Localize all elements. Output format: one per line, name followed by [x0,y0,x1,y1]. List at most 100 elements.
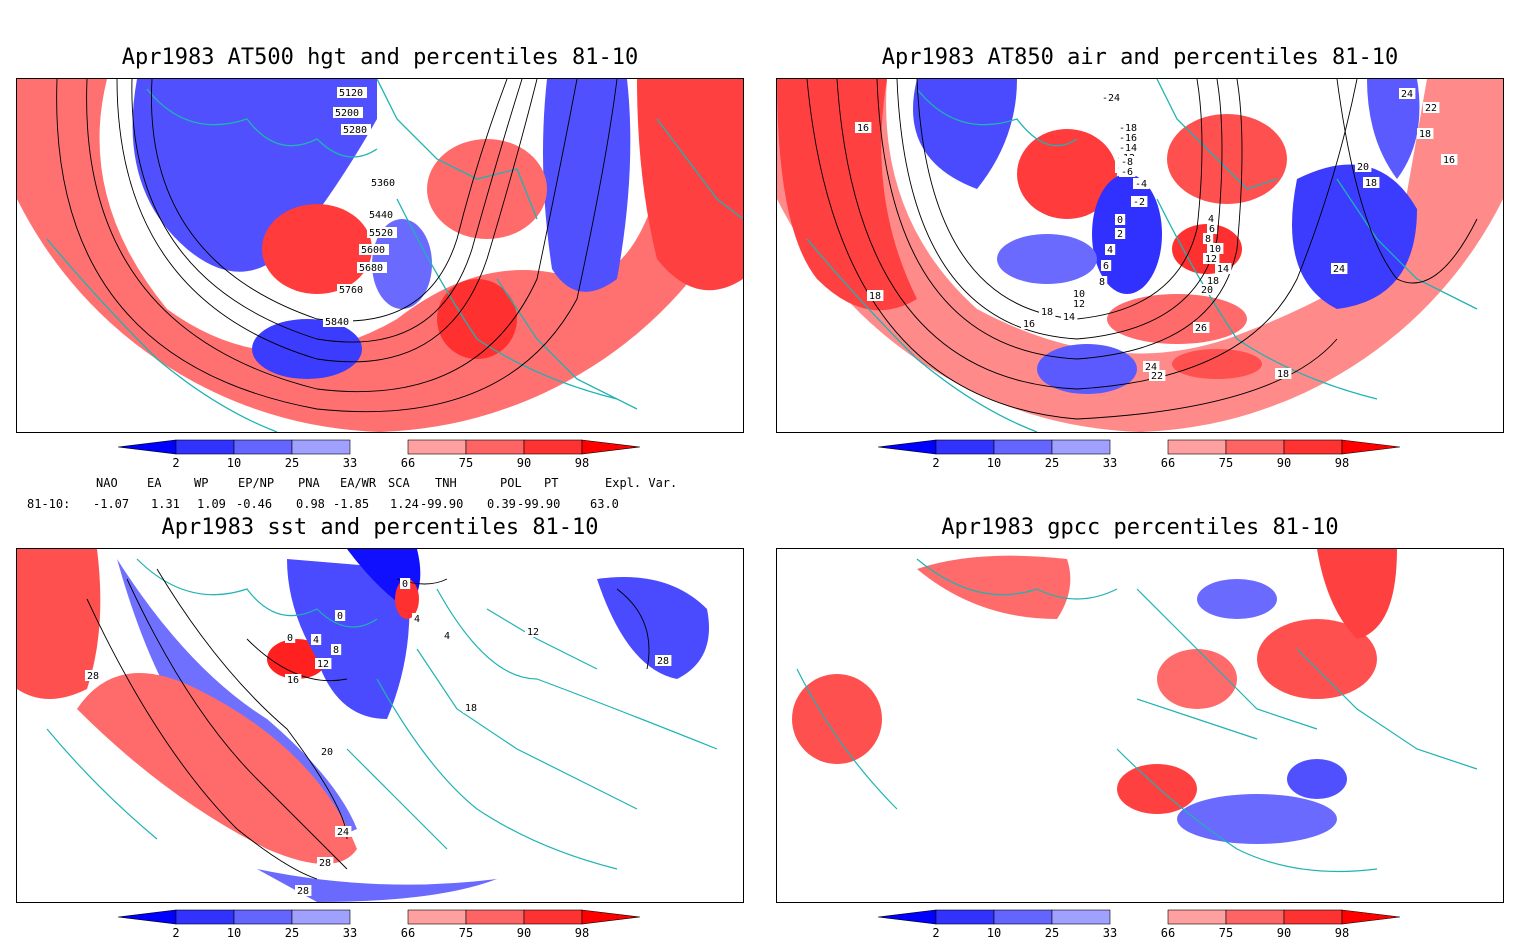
svg-text:-14: -14 [1119,143,1137,154]
svg-text:10: 10 [1073,289,1085,300]
colorbar-segment [523,909,583,925]
colorbar-tick-label: 10 [227,456,241,470]
index-value: -99.90 [517,497,561,511]
svg-text:16: 16 [287,675,299,686]
colorbar-segment [233,439,293,455]
map-gpcc [776,548,1504,903]
colorbar-tick-label: 33 [343,926,357,940]
map-sst: 0 4 0 0 4 8 12 16 18 20 24 28 28 28 12 4 28 [16,548,744,903]
contour-label: 6 [1207,223,1218,235]
contour-label: -6 [1119,166,1136,178]
svg-text:0: 0 [337,611,343,622]
colorbar-segment [1167,909,1227,925]
panel-title-air: Apr1983 AT850 air and percentiles 81-10 [881,45,1399,70]
index-value: 63.0 [590,497,619,511]
colorbar-arrow-high [581,439,641,455]
contour-label: 8 [1097,276,1108,288]
colorbar-arrow-low [117,439,177,455]
svg-text:4: 4 [313,635,319,646]
contour-label: 20 [1199,284,1216,296]
svg-text:-16: -16 [1119,133,1137,144]
contour-label: 0 [400,578,411,590]
svg-text:22: 22 [1151,371,1163,382]
colorbar-tick-label: 75 [459,456,473,470]
map-gpcc-svg [777,549,1503,902]
svg-text:18: 18 [1041,307,1053,318]
contour-label: 16 [285,674,302,686]
svg-text:4: 4 [444,631,450,642]
map-sst-svg: 0 4 0 0 4 8 12 16 18 20 24 28 28 28 12 4 28 [17,549,743,902]
index-header: Expl. Var. [605,476,678,490]
colorbar-segment [175,439,235,455]
contour-label: -4 [1133,178,1150,190]
svg-text:5520: 5520 [369,228,393,239]
contour-label: 5680 [357,262,387,274]
svg-text:18: 18 [1207,276,1219,287]
colorbar-segment [1051,909,1111,925]
contour-label: 0 [335,610,346,622]
contour-label: 18 [867,290,884,302]
svg-text:8: 8 [1205,234,1211,245]
contour-label: 2 [1115,228,1126,240]
panel-title-hgt: Apr1983 AT500 hgt and percentiles 81-10 [121,45,639,70]
colorbar-tick-label: 2 [172,926,179,940]
colorbar-hgt: 2 10 25 33 66 75 90 98 [117,439,644,470]
contour-label: 12 [1203,253,1220,265]
colorbar-sst: 2 10 25 33 66 75 90 98 [117,909,644,940]
colorbar-tick-label: 2 [932,926,939,940]
contour-label: 10 [1207,243,1224,255]
colorbar-tick-label: 66 [401,926,415,940]
colorbar-segment [407,439,467,455]
svg-text:5600: 5600 [361,245,385,256]
svg-text:12: 12 [1205,254,1217,265]
svg-text:0: 0 [1117,215,1123,226]
contour-label: -24 [1100,92,1123,104]
index-header: WP [194,476,209,490]
colorbar-tick-label: 25 [285,456,299,470]
contour-label: 16 [1021,318,1038,330]
colorbar-tick-label: 98 [575,926,589,940]
svg-text:20: 20 [321,747,333,758]
svg-text:8: 8 [333,645,339,656]
contour-label: 6 [1101,260,1112,272]
colorbar-arrow-high [1341,439,1401,455]
index-header: EP/NP [238,476,275,490]
colorbar-tick-label: 75 [459,926,473,940]
svg-text:28: 28 [319,858,331,869]
contour-label: -2 [1131,196,1148,208]
contour-label: 8 [1203,233,1214,245]
contour-label: 26 [1193,322,1210,334]
colorbar-arrow-low [877,439,937,455]
contour-label: 16 [855,122,872,134]
contour-label: 28 [655,655,672,667]
svg-text:4: 4 [414,614,420,625]
contour-label: 18 [1039,306,1056,318]
index-header: TNH [435,476,457,490]
svg-text:26: 26 [1195,323,1207,334]
svg-text:5360: 5360 [371,178,395,189]
svg-text:0: 0 [287,633,293,644]
contour-label: 28 [295,885,312,897]
index-value: 1.09 [197,497,226,511]
colorbar-tick-label: 75 [1219,456,1233,470]
colorbar-tick-label: 2 [932,456,939,470]
contour-label: 14 [1061,311,1078,323]
contour-label: 5200 [333,107,363,119]
colorbar-segment [1051,439,1111,455]
svg-text:-2: -2 [1133,197,1145,208]
svg-text:22: 22 [1425,103,1437,114]
contour-label: 4 [311,634,322,646]
svg-text:-24: -24 [1102,93,1120,104]
svg-text:5440: 5440 [369,210,393,221]
colorbar-tick-label: 2 [172,456,179,470]
index-header: POL [500,476,522,490]
svg-text:5200: 5200 [335,108,359,119]
colorbar-tick-label: 66 [401,456,415,470]
contour-label: 0 [1115,214,1126,226]
contour-label: 5520 [367,227,397,239]
contour-label: 12 [525,626,542,638]
svg-text:0: 0 [402,579,408,590]
contour-label: 5280 [341,124,371,136]
contour-label: 5120 [337,87,367,99]
colorbar-tick-label: 90 [517,456,531,470]
